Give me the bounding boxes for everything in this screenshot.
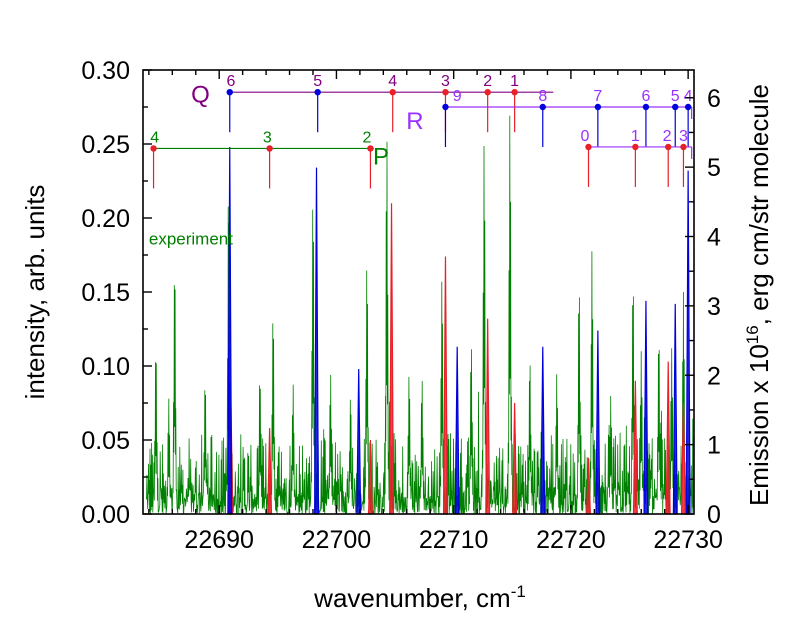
branch-marker <box>594 103 602 111</box>
branch-line-number: 3 <box>263 129 272 146</box>
branch-marker <box>672 103 679 111</box>
y-left-tick-label: 0.25 <box>81 131 130 159</box>
x-tick-label: 22710 <box>419 526 489 554</box>
y-right-tick-label: 2 <box>707 362 721 390</box>
branch-name-P: P <box>373 144 389 171</box>
branch-line-number: 9 <box>453 88 462 105</box>
branch-line-number: 7 <box>593 88 602 105</box>
y-left-tick-label: 0.00 <box>81 501 130 529</box>
branch-marker <box>484 89 491 96</box>
x-tick-label: 22700 <box>302 526 372 554</box>
branch-marker <box>389 89 396 96</box>
red-line <box>442 256 448 515</box>
y-left-tick-label: 0.20 <box>81 205 130 233</box>
branch-line-number: 6 <box>641 88 650 105</box>
branch-marker <box>442 89 449 96</box>
blue-line <box>356 368 362 515</box>
branch-line-number: 2 <box>362 129 371 146</box>
y-left-tick-label: 0.05 <box>81 427 130 455</box>
red-line <box>632 380 638 515</box>
blue-line <box>227 146 233 515</box>
red-line <box>665 361 671 515</box>
x-tick-label: 22730 <box>653 526 723 554</box>
branch-ladders: 4 3 2P6 5 4 3 2 1Q 9 8 7 6 5 4R0 1 2 3 <box>150 73 693 189</box>
annotation-experiment: experiment <box>149 230 233 249</box>
blue-line <box>643 300 649 515</box>
y-right-tick-label: 5 <box>707 154 721 182</box>
branch-line-number: 2 <box>483 73 492 90</box>
red-line <box>485 318 491 515</box>
branch-line-number: 3 <box>441 73 450 90</box>
branch-line-number: 6 <box>226 73 235 90</box>
branch-line-number: 4 <box>684 88 693 105</box>
branch-marker <box>442 103 449 111</box>
experiment-trace <box>146 115 695 516</box>
red-line <box>267 428 273 515</box>
experiment-spectrum <box>146 115 695 516</box>
y-right-tick-label: 0 <box>707 501 721 529</box>
tick-labels: 22690 22700 22710 22720 227300.000.050.100.1… <box>81 57 723 554</box>
y-axis-left-title: intensity, arb. units <box>20 185 50 400</box>
branch-marker <box>511 89 518 96</box>
branch-line-number: 0 <box>581 128 590 145</box>
branch-marker <box>367 145 374 152</box>
y-right-tick-label: 6 <box>707 85 721 113</box>
x-tick-label: 22720 <box>536 526 606 554</box>
branch-line-number: 1 <box>631 128 640 145</box>
branch-marker <box>539 103 546 111</box>
branch-line-number: 1 <box>510 73 519 90</box>
x-axis-title: wavenumber, cm-1 <box>313 582 526 613</box>
y-left-tick-label: 0.15 <box>81 279 130 307</box>
y-right-tick-label: 3 <box>707 293 721 321</box>
branch-marker <box>150 145 157 152</box>
blue-line <box>540 346 546 515</box>
branch-marker <box>665 143 672 151</box>
branch-line-number: 5 <box>671 88 680 105</box>
branch-marker <box>632 143 639 151</box>
y-right-tick-label: 1 <box>707 432 721 460</box>
branch-line-number: 4 <box>150 129 159 146</box>
branch-marker <box>314 89 321 96</box>
blue-line <box>314 167 319 515</box>
y-axis-right-title: Emission x 1016, erg cm/str molecule <box>743 84 774 506</box>
blue-line <box>672 303 678 515</box>
branch-marker <box>266 145 273 152</box>
branch-line-number: 5 <box>313 73 322 90</box>
axes <box>142 69 695 515</box>
y-right-tick-label: 4 <box>707 224 721 252</box>
branch-marker <box>642 103 650 111</box>
branch-name-Q: Q <box>191 82 210 109</box>
branch-line-number: 4 <box>388 73 397 90</box>
branch-line-number: 2 <box>663 128 672 145</box>
blue-line <box>685 170 691 515</box>
branch-marker <box>684 103 692 111</box>
blue-line <box>454 346 460 515</box>
x-tick-label: 22690 <box>184 526 254 554</box>
blue-line <box>595 330 601 515</box>
branch-marker <box>585 143 592 151</box>
y-left-tick-label: 0.10 <box>81 353 130 381</box>
simulated-lines <box>227 146 691 515</box>
y-left-tick-label: 0.30 <box>81 57 130 85</box>
red-line <box>512 402 518 515</box>
branch-name-R: R <box>406 108 423 135</box>
red-line <box>389 203 395 515</box>
branch-marker <box>680 143 687 151</box>
branch-line-number: 3 <box>679 128 688 145</box>
branch-marker <box>226 89 233 96</box>
branch-line-number: 8 <box>538 88 547 105</box>
